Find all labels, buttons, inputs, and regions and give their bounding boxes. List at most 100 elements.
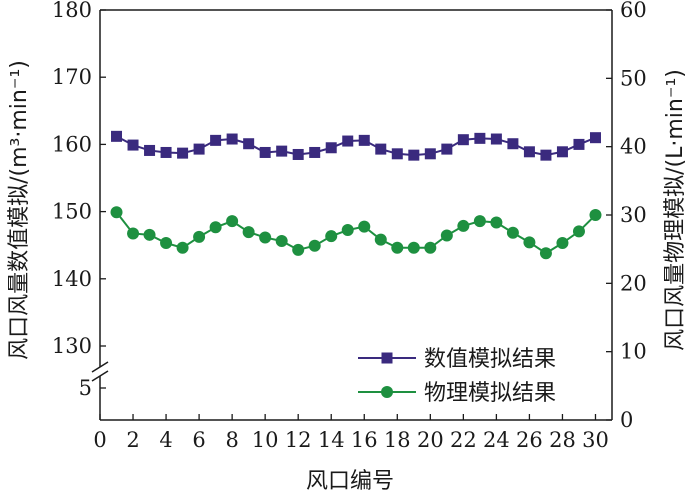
y-left-tick-label: 160 [52,132,92,156]
data-point [143,228,156,241]
x-tick-label: 28 [549,428,576,452]
data-point [424,148,436,160]
data-point [572,225,585,238]
x-tick-label: 30 [582,428,609,452]
y-right-tick-label: 60 [620,0,647,22]
series-2 [110,206,602,260]
legend-label: 数值模拟结果 [424,347,556,372]
y-left-tick-label: 180 [52,0,92,22]
data-point [242,226,255,239]
data-point [490,133,502,145]
axis-break-mark [91,370,109,382]
data-point [474,132,486,144]
x-tick-label: 6 [192,428,205,452]
x-tick-label: 16 [351,428,378,452]
data-point [243,138,255,150]
legend-item: 物理模拟结果 [358,381,556,406]
data-point [210,134,222,146]
data-point [374,233,387,246]
y-left-tick-label: 170 [52,65,92,89]
data-point [556,237,569,250]
x-tick-label: 2 [126,428,139,452]
series-line [116,135,596,157]
legend-item: 数值模拟结果 [358,347,556,372]
legend-marker [381,386,393,398]
y-right-tick-label: 30 [620,203,647,227]
data-point [589,132,601,144]
data-point [177,147,189,159]
x-tick-label: 0 [93,428,106,452]
data-point [111,130,123,142]
y-right-tick-label: 0 [620,408,633,432]
legend-label: 物理模拟结果 [424,381,556,406]
data-point [209,221,222,234]
y-right-tick-label: 50 [620,66,647,90]
data-point [473,215,486,228]
data-point [276,145,288,157]
data-point [424,241,437,254]
data-point [275,234,288,247]
y-right-tick-label: 40 [620,135,647,159]
series-1 [111,130,601,161]
y-right-tick-label: 10 [620,340,647,364]
data-point [127,139,139,151]
x-tick-label: 18 [384,428,411,452]
x-axis-title: 风口编号 [306,469,394,494]
data-point [292,148,304,160]
data-point [144,144,156,156]
data-point [325,230,338,243]
x-tick-label: 8 [225,428,238,452]
x-tick-label: 14 [318,428,345,452]
data-point [589,209,602,221]
y-right-tick-label: 20 [620,271,647,295]
data-point [490,216,503,229]
x-tick-label: 26 [516,428,543,452]
data-point [342,135,354,147]
data-point [325,142,337,154]
data-point [127,227,140,240]
data-point [193,143,205,155]
data-point [309,146,321,158]
data-point [308,239,321,252]
data-point [440,229,453,242]
data-point [391,241,404,254]
data-point [507,138,519,150]
data-point [408,149,420,161]
data-point [523,236,536,249]
data-point [358,220,371,233]
data-point [540,149,552,161]
axis-break-mark [91,361,109,373]
data-point [457,219,470,232]
x-tick-label: 24 [483,428,510,452]
y-axis-right-title: 风口风量物理模拟/(L·min⁻¹) [663,69,688,351]
y-axis-left-title: 风口风量数值模拟/(m³·min⁻¹) [7,60,32,360]
data-point [259,146,271,158]
data-point [226,215,239,228]
data-point [407,241,420,254]
y-left-lower-tick-label: 5 [79,376,92,400]
x-tick-label: 20 [417,428,444,452]
data-point [176,241,189,254]
x-tick-label: 4 [159,428,172,452]
data-point [160,237,173,250]
x-tick-label: 22 [450,428,477,452]
data-point [160,146,172,158]
data-point [259,231,272,244]
data-point [193,230,206,243]
data-point [391,148,403,160]
data-point [292,243,305,256]
data-point [375,143,387,155]
data-point [506,226,519,239]
data-point [341,224,354,237]
series-layer [110,130,602,260]
data-point [523,146,535,158]
y-left-tick-label: 130 [52,334,92,358]
data-point [358,134,370,146]
data-point [457,134,469,146]
data-point [539,247,552,260]
x-tick-label: 12 [285,428,312,452]
axis-ticks: 0 2 4 6 8 10 12 14 16 18 20 22 24 26 28 301301401501601… [52,0,647,452]
data-point [110,206,123,219]
